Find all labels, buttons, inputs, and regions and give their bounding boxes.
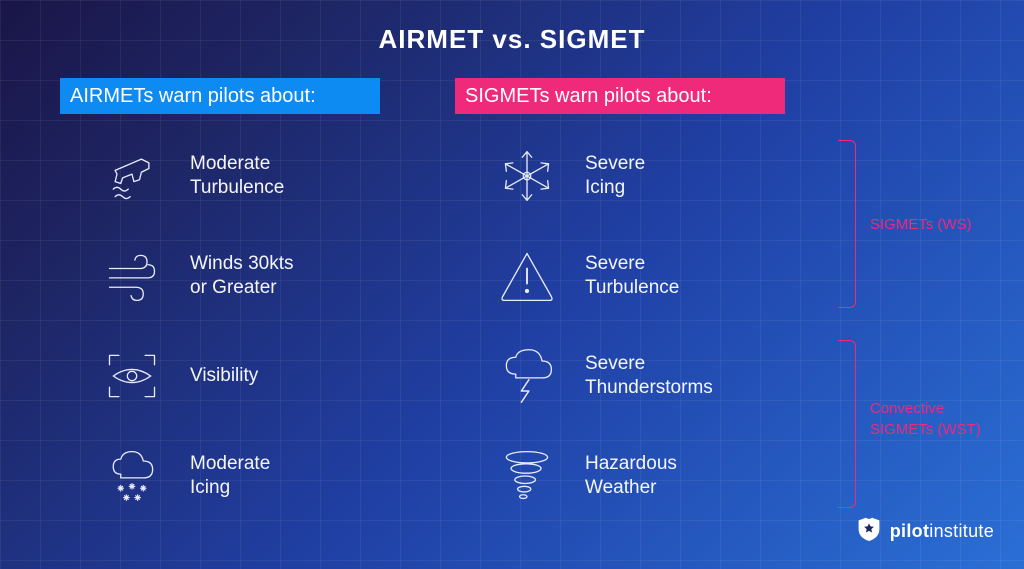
sigmet-item-label: Severe Turbulence bbox=[585, 252, 679, 300]
page-title: AIRMET vs. SIGMET bbox=[0, 24, 1024, 55]
shield-star-icon bbox=[856, 516, 882, 547]
airmet-item-label: Moderate Icing bbox=[190, 452, 270, 500]
sigmet-item-turbulence: Severe Turbulence bbox=[495, 244, 679, 308]
sigmet-header: SIGMETs warn pilots about: bbox=[455, 78, 785, 114]
bracket-wst bbox=[838, 340, 856, 508]
thunderstorm-icon bbox=[495, 344, 559, 408]
sigmet-item-icing: Severe Icing bbox=[495, 144, 645, 208]
sigmet-item-label: Severe Thunderstorms bbox=[585, 352, 713, 400]
airmet-item-winds: Winds 30kts or Greater bbox=[100, 244, 293, 308]
sigmet-item-label: Severe Icing bbox=[585, 152, 645, 200]
airmet-item-label: Visibility bbox=[190, 364, 258, 388]
sigmet-item-thunderstorm: Severe Thunderstorms bbox=[495, 344, 713, 408]
sigmet-item-label: Hazardous Weather bbox=[585, 452, 677, 500]
visibility-eye-icon bbox=[100, 344, 164, 408]
bracket-wst-label: Convective SIGMETs (WST) bbox=[870, 398, 981, 440]
airmet-header: AIRMETs warn pilots about: bbox=[60, 78, 380, 114]
tornado-icon bbox=[495, 444, 559, 508]
airplane-turbulence-icon bbox=[100, 144, 164, 208]
snowflake-icon bbox=[495, 144, 559, 208]
airmet-item-visibility: Visibility bbox=[100, 344, 258, 408]
bracket-ws bbox=[838, 140, 856, 308]
logo-light: institute bbox=[929, 521, 994, 541]
warning-triangle-icon bbox=[495, 244, 559, 308]
airmet-item-turbulence: Moderate Turbulence bbox=[100, 144, 284, 208]
wind-icon bbox=[100, 244, 164, 308]
infographic-content: AIRMET vs. SIGMET AIRMETs warn pilots ab… bbox=[0, 0, 1024, 569]
airmet-item-icing: Moderate Icing bbox=[100, 444, 270, 508]
logo-bold: pilot bbox=[890, 521, 930, 541]
airmet-item-label: Moderate Turbulence bbox=[190, 152, 284, 200]
logo-text: pilotinstitute bbox=[890, 521, 994, 542]
sigmet-item-hazardous: Hazardous Weather bbox=[495, 444, 677, 508]
cloud-snow-icon bbox=[100, 444, 164, 508]
brand-logo: pilotinstitute bbox=[856, 516, 994, 547]
bracket-ws-label: SIGMETs (WS) bbox=[870, 214, 972, 235]
airmet-item-label: Winds 30kts or Greater bbox=[190, 252, 293, 300]
